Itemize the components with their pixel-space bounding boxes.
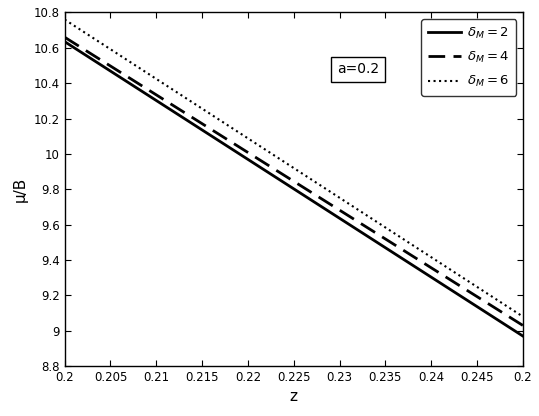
$\delta_{M}=6$ bbox=[496, 299, 503, 304]
$\delta_{M}=2$ bbox=[61, 39, 68, 44]
$\delta_{M}=2$ bbox=[520, 334, 526, 339]
Text: a=0.2: a=0.2 bbox=[337, 62, 379, 76]
$\delta_{M}=6$ bbox=[61, 17, 68, 22]
$\delta_{M}=2$ bbox=[147, 94, 153, 99]
$\delta_{M}=6$ bbox=[89, 35, 95, 40]
$\delta_{M}=2$ bbox=[183, 118, 190, 123]
$\delta_{M}=6$ bbox=[520, 314, 526, 319]
$\delta_{M}=4$ bbox=[496, 308, 503, 313]
$\delta_{M}=2$ bbox=[80, 51, 86, 56]
$\delta_{M}=6$ bbox=[80, 29, 86, 34]
Line: $\delta_{M}=2$: $\delta_{M}=2$ bbox=[65, 42, 523, 336]
$\delta_{M}=4$ bbox=[89, 52, 95, 57]
$\delta_{M}=4$ bbox=[520, 323, 526, 328]
$\delta_{M}=6$ bbox=[183, 96, 190, 101]
X-axis label: z: z bbox=[290, 389, 298, 404]
$\delta_{M}=6$ bbox=[480, 289, 487, 294]
$\delta_{M}=4$ bbox=[480, 298, 487, 303]
$\delta_{M}=2$ bbox=[496, 319, 503, 324]
$\delta_{M}=2$ bbox=[89, 57, 95, 62]
$\delta_{M}=4$ bbox=[183, 111, 190, 116]
$\delta_{M}=2$ bbox=[480, 308, 487, 313]
$\delta_{M}=4$ bbox=[80, 46, 86, 51]
Line: $\delta_{M}=4$: $\delta_{M}=4$ bbox=[65, 37, 523, 325]
$\delta_{M}=4$ bbox=[61, 35, 68, 40]
$\delta_{M}=6$ bbox=[147, 72, 153, 77]
$\delta_{M}=4$ bbox=[147, 88, 153, 93]
Legend: $\delta_{M}=2$, $\delta_{M}=4$, $\delta_{M}=6$: $\delta_{M}=2$, $\delta_{M}=4$, $\delta_… bbox=[421, 19, 516, 96]
Y-axis label: μ/B: μ/B bbox=[13, 177, 28, 202]
Line: $\delta_{M}=6$: $\delta_{M}=6$ bbox=[65, 20, 523, 317]
